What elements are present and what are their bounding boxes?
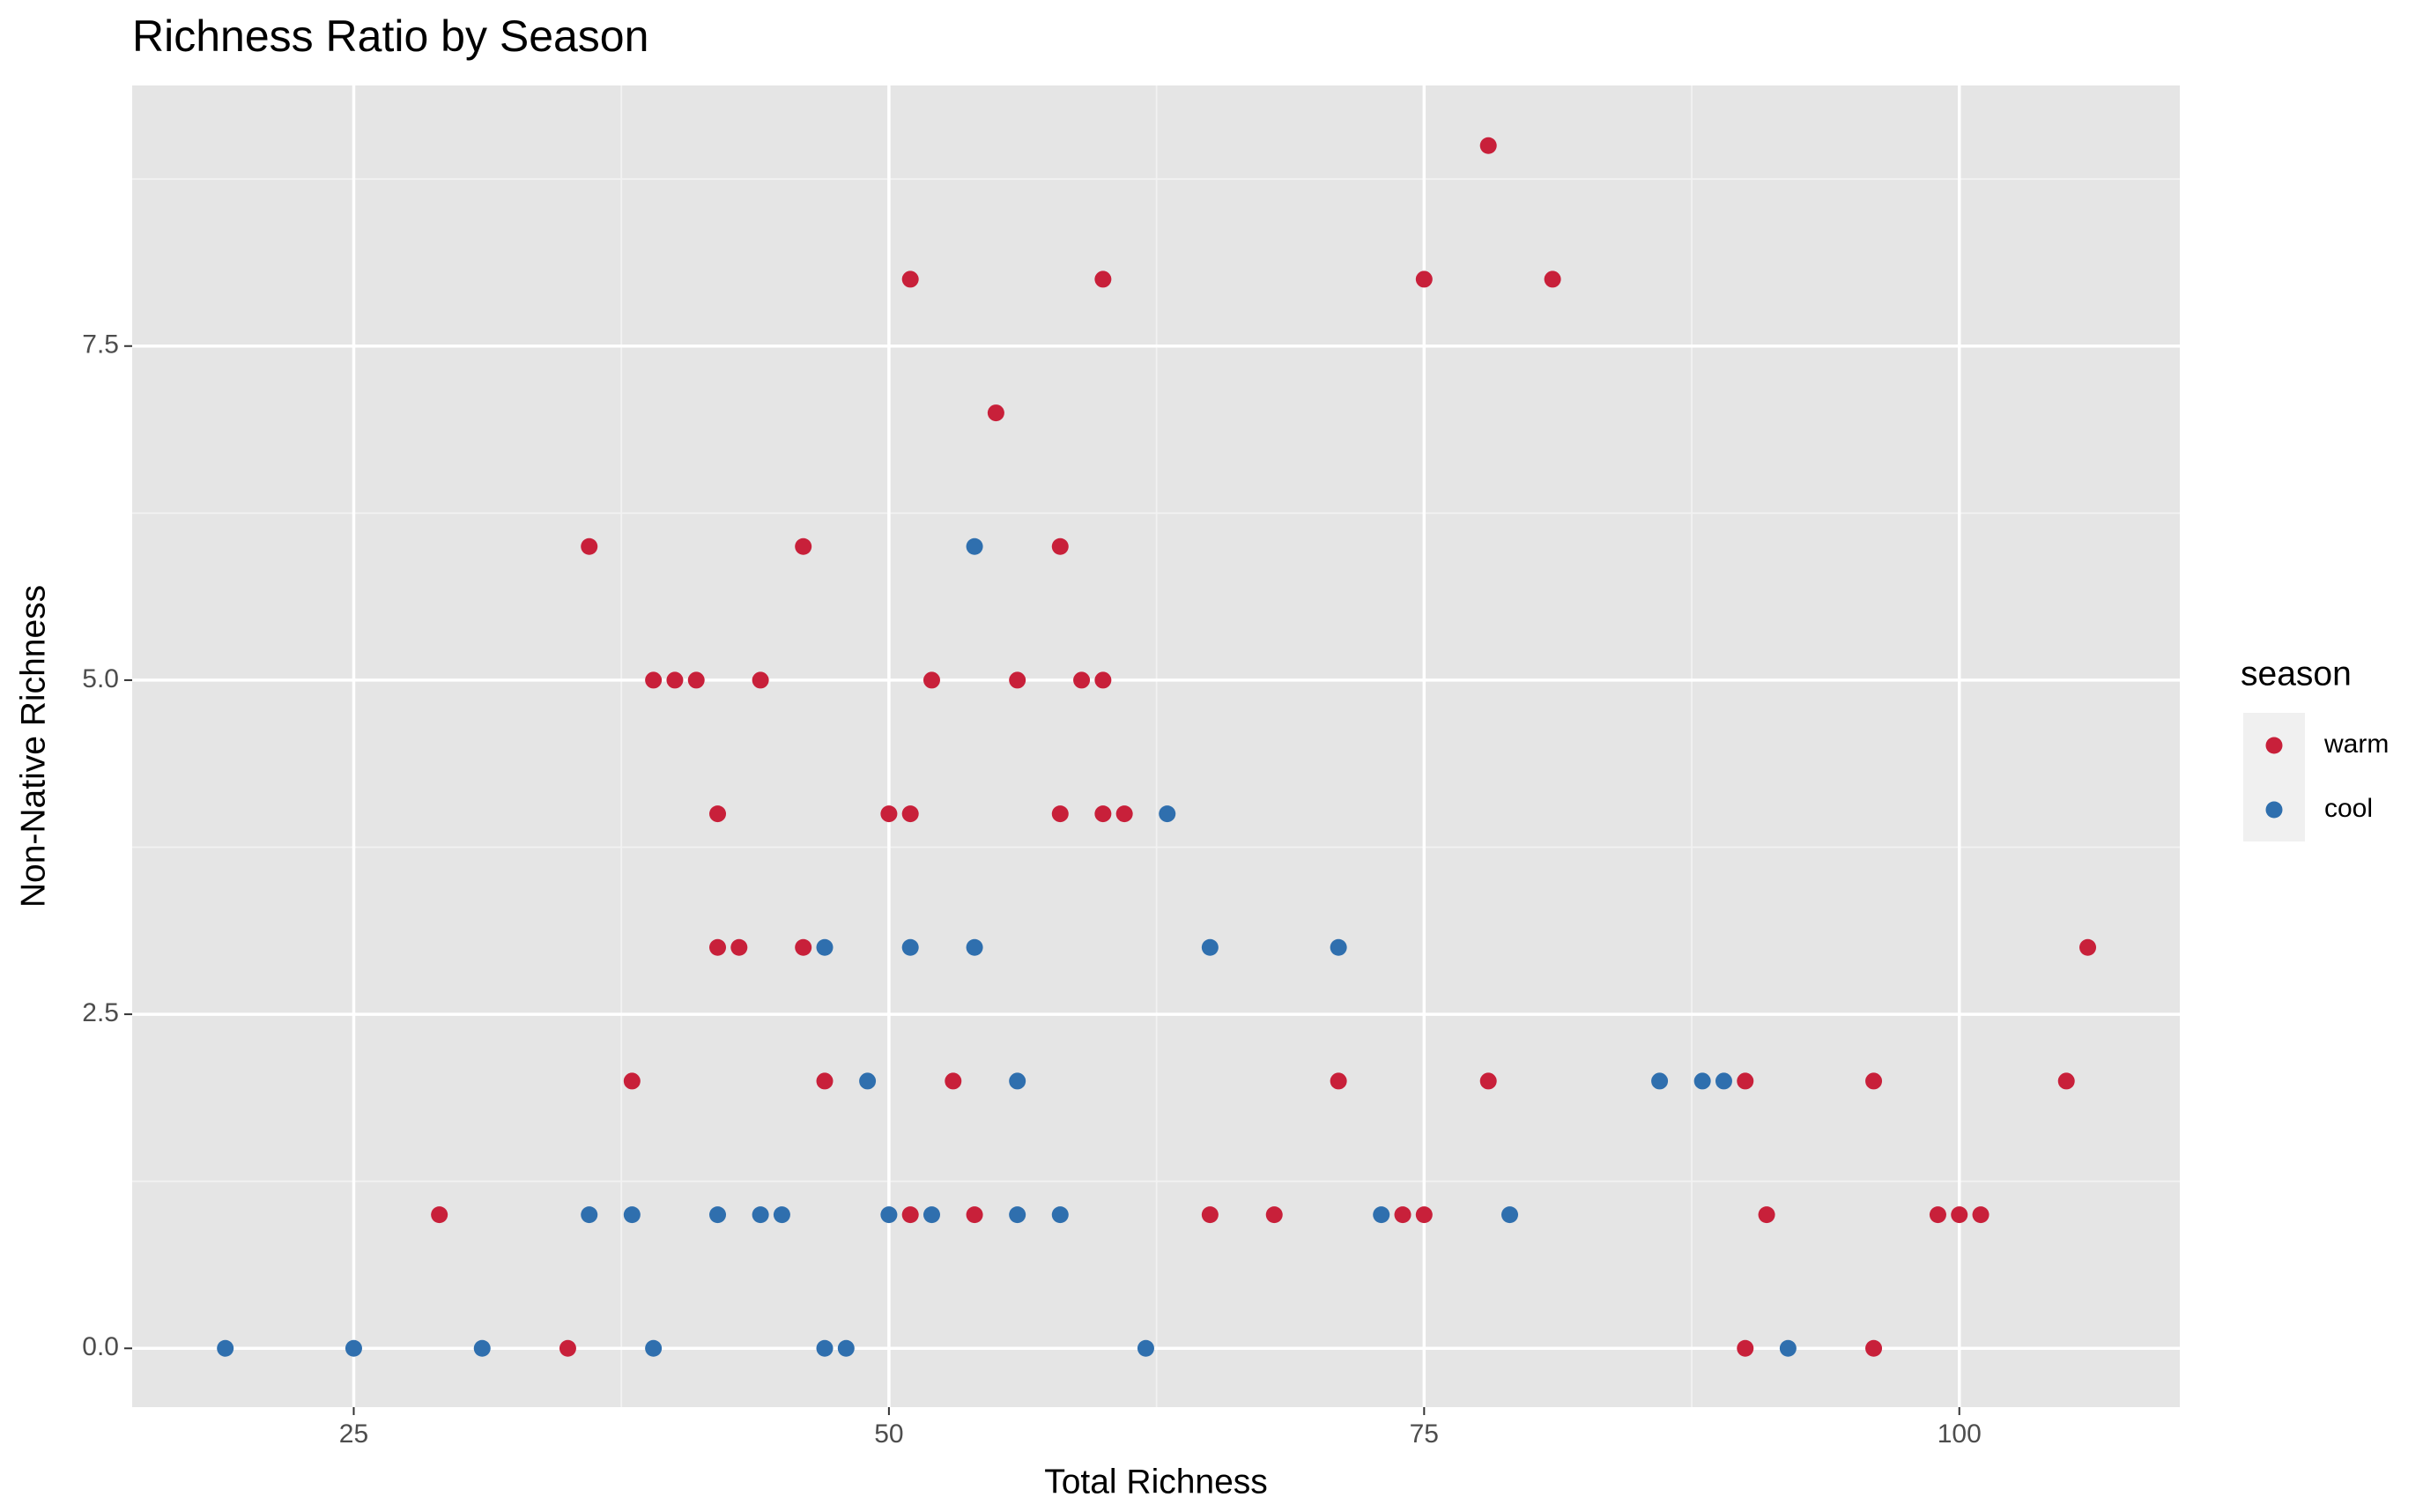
point	[987, 404, 1004, 422]
point	[1865, 1072, 1883, 1090]
point	[581, 537, 598, 555]
point	[2079, 938, 2097, 956]
point	[880, 805, 898, 823]
legend-key	[2265, 801, 2283, 819]
point	[901, 805, 919, 823]
point	[816, 1339, 834, 1357]
y-axis-label: Non-Native Richness	[14, 585, 52, 908]
point	[1651, 1072, 1669, 1090]
point	[709, 938, 727, 956]
point	[1201, 938, 1219, 956]
point	[795, 938, 812, 956]
point	[773, 1206, 790, 1224]
point	[431, 1206, 448, 1224]
legend-key	[2265, 737, 2283, 754]
legend-title: season	[2241, 655, 2352, 693]
point	[1330, 938, 1347, 956]
x-axis-label: Total Richness	[1044, 1463, 1268, 1501]
point	[1479, 137, 1497, 154]
x-tick-label: 75	[1410, 1419, 1439, 1449]
point	[581, 1206, 598, 1224]
point	[1373, 1206, 1390, 1224]
y-tick-label: 2.5	[82, 998, 119, 1027]
point	[1929, 1206, 1946, 1224]
point	[1159, 805, 1176, 823]
point	[1094, 271, 1112, 288]
y-tick-label: 7.5	[82, 330, 119, 359]
y-tick-label: 0.0	[82, 1332, 119, 1361]
y-tick-label: 5.0	[82, 664, 119, 693]
point	[1415, 271, 1433, 288]
point	[1094, 671, 1112, 689]
point	[730, 938, 748, 956]
chart-title: Richness Ratio by Season	[132, 11, 648, 61]
point	[1544, 271, 1561, 288]
point	[945, 1072, 962, 1090]
point	[1265, 1206, 1283, 1224]
point	[1779, 1339, 1797, 1357]
point	[709, 1206, 727, 1224]
point	[1951, 1206, 1968, 1224]
point	[1051, 805, 1069, 823]
point	[1115, 805, 1133, 823]
point	[1009, 1072, 1026, 1090]
point	[1051, 1206, 1069, 1224]
legend-label: warm	[2323, 730, 2389, 759]
point	[966, 537, 983, 555]
point	[901, 1206, 919, 1224]
point	[901, 271, 919, 288]
point	[1073, 671, 1091, 689]
point	[1737, 1339, 1754, 1357]
point	[1693, 1072, 1711, 1090]
point	[816, 938, 834, 956]
point	[966, 938, 983, 956]
point	[1009, 671, 1026, 689]
point	[837, 1339, 855, 1357]
point	[966, 1206, 983, 1224]
point	[2057, 1072, 2075, 1090]
point	[752, 1206, 769, 1224]
point	[1415, 1206, 1433, 1224]
point	[1501, 1206, 1519, 1224]
point	[559, 1339, 576, 1357]
x-tick-label: 25	[339, 1419, 368, 1449]
point	[1201, 1206, 1219, 1224]
point	[345, 1339, 362, 1357]
point	[709, 805, 727, 823]
point	[1330, 1072, 1347, 1090]
point	[217, 1339, 234, 1357]
point	[795, 537, 812, 555]
point	[623, 1206, 641, 1224]
x-tick-label: 50	[874, 1419, 903, 1449]
point	[1715, 1072, 1732, 1090]
point	[1094, 805, 1112, 823]
point	[880, 1206, 898, 1224]
point	[687, 671, 705, 689]
point	[923, 671, 940, 689]
point	[1009, 1206, 1026, 1224]
point	[1479, 1072, 1497, 1090]
point	[1737, 1072, 1754, 1090]
point	[859, 1072, 877, 1090]
x-tick-label: 100	[1938, 1419, 1982, 1449]
point	[666, 671, 684, 689]
point	[1137, 1339, 1154, 1357]
point	[1865, 1339, 1883, 1357]
point	[645, 1339, 663, 1357]
point	[623, 1072, 641, 1090]
point	[645, 671, 663, 689]
point	[1394, 1206, 1412, 1224]
point	[752, 671, 769, 689]
point	[923, 1206, 940, 1224]
legend-key-bg	[2243, 713, 2305, 841]
legend-label: cool	[2324, 794, 2373, 823]
point	[816, 1072, 834, 1090]
point	[473, 1339, 491, 1357]
point	[1758, 1206, 1775, 1224]
point	[901, 938, 919, 956]
point	[1051, 537, 1069, 555]
point	[1972, 1206, 1990, 1224]
